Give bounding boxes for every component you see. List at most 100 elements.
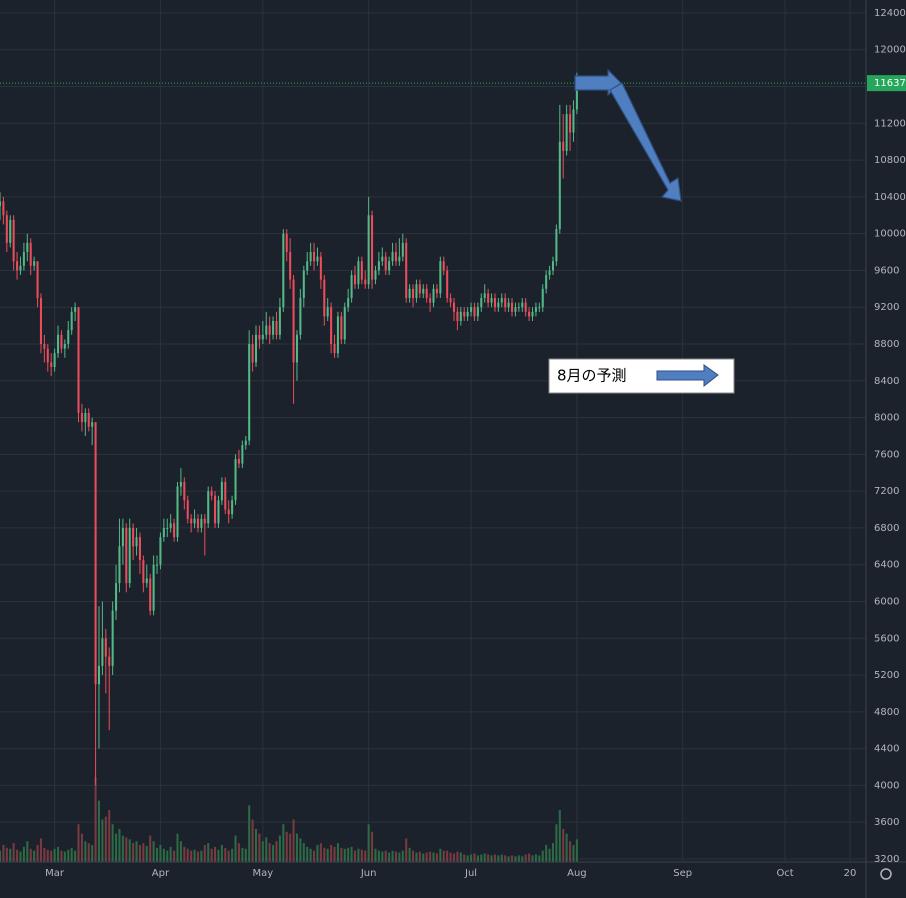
candle-body — [432, 288, 435, 303]
volume-bar — [152, 841, 155, 862]
forecast-arrow-down — [609, 82, 682, 202]
candle-body — [473, 307, 476, 317]
candle-body — [214, 495, 217, 524]
volume-bar — [115, 833, 118, 862]
volume-bar — [364, 850, 367, 862]
x-tick-label: Mar — [45, 868, 65, 879]
candle-body — [565, 114, 568, 151]
volume-bar — [217, 849, 220, 862]
candle-body — [336, 316, 339, 354]
candle-body — [36, 261, 39, 299]
volume-bar — [353, 850, 357, 862]
candle-body — [319, 256, 322, 280]
candle-body — [388, 261, 391, 271]
volume-bar — [63, 851, 66, 862]
y-tick-label: 6000 — [874, 596, 899, 607]
candle-body — [19, 265, 22, 271]
last-price-label: 11637 — [874, 78, 906, 89]
candle-body — [135, 537, 138, 547]
x-tick-label: Oct — [776, 868, 793, 879]
axes: 3200 3600 4000 4400 4800 5200 5600 6000 6400 6800… — [45, 8, 906, 879]
volume-bar — [173, 850, 176, 862]
volume-bar — [487, 854, 490, 862]
candle-body — [210, 491, 213, 496]
y-tick-label: 4000 — [874, 780, 899, 791]
volume-bar — [0, 850, 2, 862]
y-tick-label: 7200 — [874, 486, 899, 497]
candle-body — [500, 298, 503, 303]
volume-bar — [91, 845, 94, 862]
volume-bar — [70, 847, 73, 862]
candle-body — [569, 114, 572, 133]
volume-bar — [200, 850, 203, 862]
candle-body — [299, 298, 302, 335]
volume-bar — [254, 828, 258, 862]
volume-bar — [521, 856, 524, 862]
candle-body — [575, 83, 578, 110]
y-tick-label: 10000 — [874, 229, 906, 240]
candle-body — [50, 362, 53, 367]
volume-bar — [388, 852, 391, 862]
settings-icon[interactable] — [880, 868, 892, 880]
candle-body — [33, 261, 36, 266]
annotation-text: 8月の予測 — [557, 367, 627, 385]
candle-body — [490, 298, 493, 303]
overlay: 11637 — [0, 75, 906, 92]
volume-bar — [333, 846, 336, 862]
volume-bar — [562, 828, 565, 862]
candle-body — [340, 316, 343, 340]
y-tick-label: 10800 — [874, 155, 906, 166]
gear[interactable] — [880, 868, 892, 880]
volume-bar — [360, 849, 363, 862]
volume-bar — [323, 847, 326, 862]
last-price-tag — [867, 75, 906, 92]
candle-body — [545, 275, 548, 289]
volume-bar — [278, 835, 281, 862]
volume-bar — [422, 853, 425, 862]
candle-body — [483, 293, 486, 299]
candle-body — [244, 440, 247, 446]
volume-bar — [504, 855, 507, 862]
volume-bar — [261, 841, 264, 862]
candle-body — [29, 242, 32, 266]
volume-bar — [381, 851, 384, 862]
candle-body — [452, 302, 456, 312]
candle-body — [159, 537, 162, 565]
candle-body — [258, 334, 261, 340]
candle-body — [97, 665, 101, 685]
volume-bar — [12, 843, 15, 862]
volume-bar — [135, 841, 138, 862]
candle-body — [374, 270, 377, 280]
volume-bar — [292, 819, 295, 862]
candle-body — [251, 344, 254, 363]
candle-body — [179, 481, 182, 487]
candle-body — [60, 334, 63, 349]
volume-bar — [94, 777, 97, 862]
volume-bar — [425, 852, 428, 862]
candle-body — [70, 311, 73, 331]
candle-body — [145, 578, 148, 584]
volume-bar — [534, 854, 537, 862]
volume-bar — [555, 824, 558, 862]
volume-bar — [138, 845, 141, 862]
volume-bar — [367, 824, 370, 862]
volume-bar — [67, 849, 70, 862]
volume-bar — [97, 800, 101, 862]
candle-body — [231, 500, 234, 515]
volume-bar — [101, 819, 104, 862]
x-tick-label: 20 — [844, 868, 857, 879]
volume-bar — [145, 845, 148, 862]
candle-body — [507, 302, 510, 308]
volume-bar — [125, 837, 128, 862]
candle-body — [84, 412, 87, 423]
candle-body — [2, 201, 5, 216]
volume-bar — [473, 853, 476, 862]
annotation-arrow — [656, 364, 719, 388]
volume-bar — [258, 833, 261, 862]
candle-body — [558, 141, 561, 230]
volume-bar — [500, 854, 503, 862]
candle-body — [57, 334, 60, 354]
volume-bar — [569, 841, 572, 862]
